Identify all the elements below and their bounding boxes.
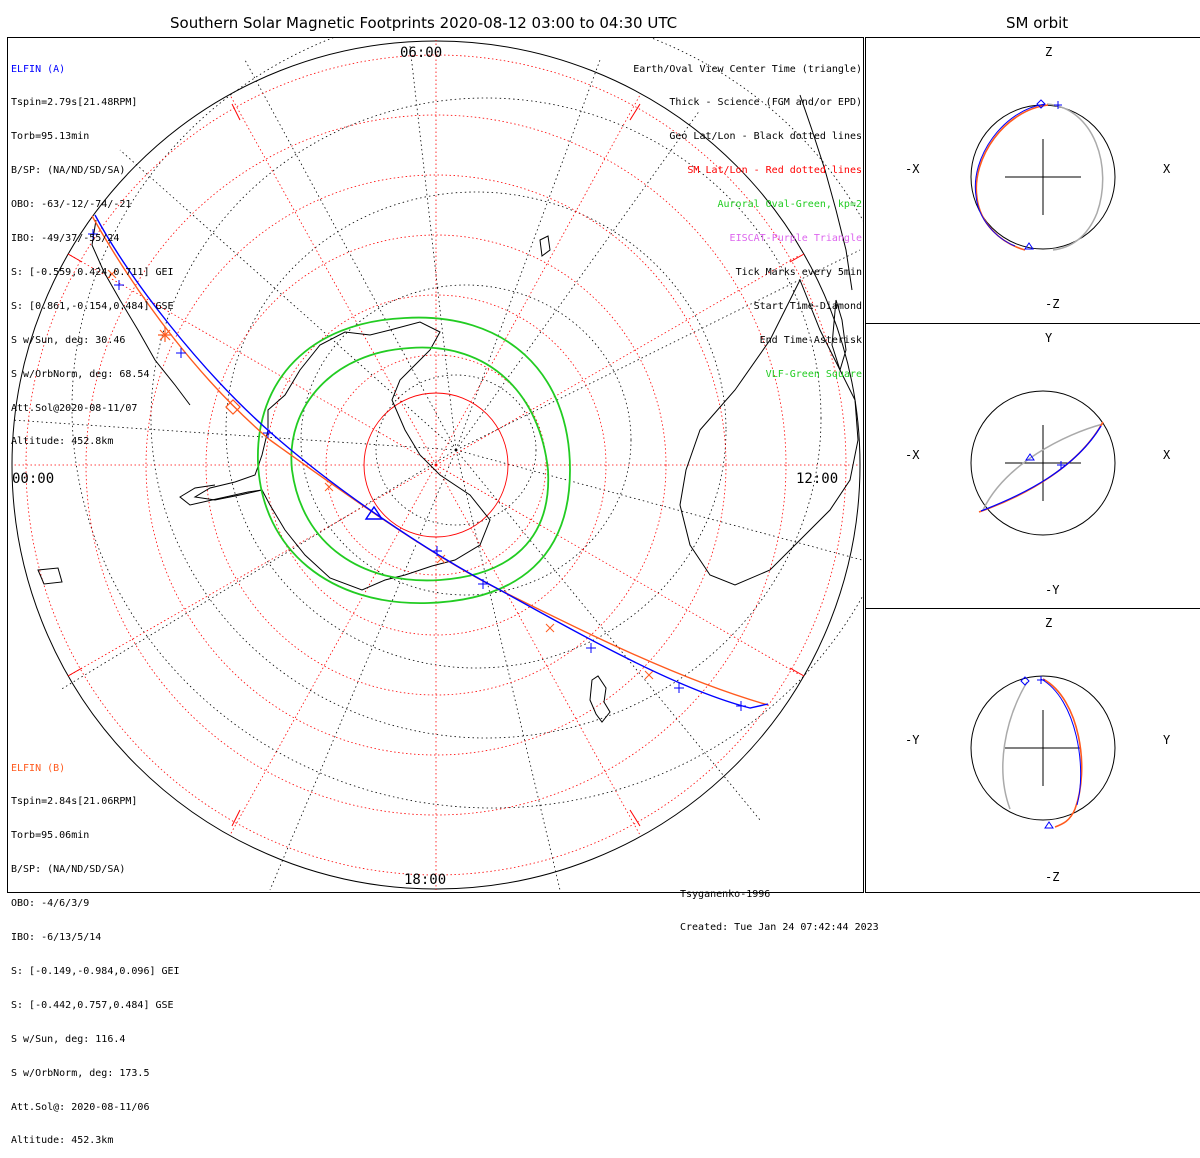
elfin-a-line: S: [0.861,-0.154,0.484] GSE bbox=[11, 301, 174, 312]
elfin-b-line: S w/Sun, deg: 116.4 bbox=[11, 1034, 180, 1045]
elfin-b-line: B/SP: (NA/ND/SD/SA) bbox=[11, 864, 180, 875]
elfin-b-orbit bbox=[1043, 679, 1082, 827]
orbit-end-asterisk bbox=[1054, 101, 1062, 109]
elfin-b-orbit bbox=[979, 422, 1103, 512]
axis-right: Y bbox=[1163, 733, 1171, 747]
elfin-b-line: S: [-0.149,-0.984,0.096] GEI bbox=[11, 966, 180, 977]
elfin-a-orbit bbox=[1041, 679, 1081, 805]
legend-item: Geo Lat/Lon - Black dotted lines bbox=[633, 131, 862, 142]
elfin-a-name: ELFIN (A) bbox=[11, 64, 174, 75]
time-label-right: 12:00 bbox=[796, 471, 838, 487]
elfin-b-line: S w/OrbNorm, deg: 173.5 bbox=[11, 1068, 180, 1079]
island-coast bbox=[540, 236, 550, 256]
legend-item: EISCAT-Purple Triangle bbox=[633, 233, 862, 244]
axis-right: X bbox=[1163, 448, 1171, 462]
elfin-b-line: Tspin=2.84s[21.06RPM] bbox=[11, 796, 180, 807]
legend-item: Auroral Oval-Green, kp=2 bbox=[633, 199, 862, 210]
axis-right: X bbox=[1163, 162, 1171, 176]
legend-item: Start Time-Diamond bbox=[633, 301, 862, 312]
axis-left: -Y bbox=[905, 733, 920, 747]
orbit-panel-yz: Z -Z -Y Y bbox=[905, 616, 1171, 884]
elfin-a-line: OBO: -63/-12/-74/-21 bbox=[11, 199, 174, 210]
elfin-a-info: ELFIN (A) Tspin=2.79s[21.48RPM] Torb=95.… bbox=[11, 41, 174, 459]
elfin-a-line: S w/Sun, deg: 30.46 bbox=[11, 335, 174, 346]
elfin-b-tick-marks bbox=[108, 270, 653, 679]
elfin-b-line: S: [-0.442,0.757,0.484] GSE bbox=[11, 1000, 180, 1011]
axis-top: Z bbox=[1045, 45, 1052, 59]
legend-item: Tick Marks every 5min bbox=[633, 267, 862, 278]
time-label-left: 00:00 bbox=[12, 471, 54, 487]
elfin-a-line: Tspin=2.79s[21.48RPM] bbox=[11, 97, 174, 108]
elfin-b-line: Att.Sol@: 2020-08-11/06 bbox=[11, 1102, 180, 1113]
legend-item: VLF-Green Square bbox=[633, 369, 862, 380]
axis-bottom: -Z bbox=[1045, 870, 1059, 884]
orbit-title: SM orbit bbox=[1006, 14, 1068, 32]
elfin-b-name: ELFIN (B) bbox=[11, 763, 180, 774]
elfin-a-line: S: [-0.559,0.424,0.711] GEI bbox=[11, 267, 174, 278]
elfin-b-line: Altitude: 452.3km bbox=[11, 1135, 180, 1146]
elfin-a-line: B/SP: (NA/ND/SD/SA) bbox=[11, 165, 174, 176]
elfin-a-orbit bbox=[975, 104, 1045, 246]
main-title: Southern Solar Magnetic Footprints 2020-… bbox=[170, 14, 677, 32]
time-label-top: 06:00 bbox=[400, 45, 442, 61]
elfin-a-orbit bbox=[981, 426, 1101, 511]
legend-item: SM Lat/Lon - Red dotted lines bbox=[633, 165, 862, 176]
legend-item: Earth/Oval View Center Time (triangle) bbox=[633, 64, 862, 75]
elfin-a-line: IBO: -49/37/-55/24 bbox=[11, 233, 174, 244]
island-coast-2 bbox=[38, 568, 62, 584]
model-label: Tsyganenko-1996 bbox=[680, 889, 879, 900]
elfin-b-line: Torb=95.06min bbox=[11, 830, 180, 841]
footer: Tsyganenko-1996 Created: Tue Jan 24 07:4… bbox=[680, 866, 879, 945]
orbit-panel-xy: Y -Y -X X bbox=[905, 331, 1171, 597]
legend-item: End Time-Asterisk bbox=[633, 335, 862, 346]
created-label: Created: Tue Jan 24 07:42:44 2023 bbox=[680, 922, 879, 933]
sm-orbit-panels: Z -Z -X X Y -Y -X X Z -Z -Y Y bbox=[865, 38, 1200, 893]
time-label-bottom: 18:00 bbox=[404, 872, 446, 888]
legend: Earth/Oval View Center Time (triangle) T… bbox=[633, 41, 862, 391]
orbit-shadow bbox=[1003, 682, 1027, 809]
legend-item: Thick - Science (FGM and/or EPD) bbox=[633, 97, 862, 108]
axis-top: Y bbox=[1045, 331, 1053, 345]
axis-left: -X bbox=[905, 162, 920, 176]
elfin-a-line: Altitude: 452.8km bbox=[11, 436, 174, 447]
elfin-b-line: IBO: -6/13/5/14 bbox=[11, 932, 180, 943]
antarctica-coast bbox=[195, 322, 490, 590]
elfin-a-line: Att.Sol@2020-08-11/07 bbox=[11, 403, 174, 414]
orbit-panel-xz: Z -Z -X X bbox=[905, 45, 1171, 311]
orbit-end-asterisk bbox=[1037, 676, 1045, 684]
elfin-a-line: Torb=95.13min bbox=[11, 131, 174, 142]
axis-bottom: -Z bbox=[1045, 297, 1059, 311]
axis-bottom: -Y bbox=[1045, 583, 1060, 597]
elfin-b-info: ELFIN (B) Tspin=2.84s[21.06RPM] Torb=95.… bbox=[11, 740, 180, 1158]
axis-left: -X bbox=[905, 448, 920, 462]
elfin-a-line: S w/OrbNorm, deg: 68.54 bbox=[11, 369, 174, 380]
peninsula-coast bbox=[180, 485, 262, 505]
orbit-triangle bbox=[1045, 822, 1053, 828]
axis-top: Z bbox=[1045, 616, 1052, 630]
